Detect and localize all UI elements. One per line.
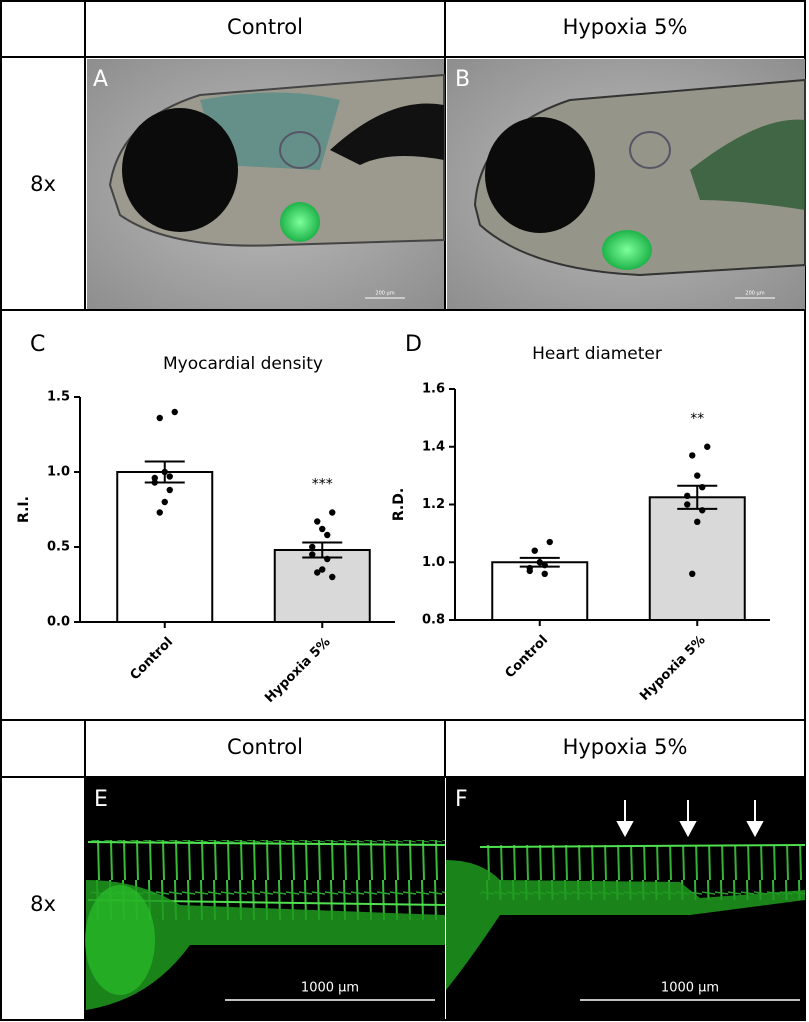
data-point xyxy=(314,569,321,576)
chart-title: Myocardial density xyxy=(163,354,323,374)
row-label: 8x xyxy=(30,172,56,196)
data-point xyxy=(324,531,331,539)
image-f xyxy=(446,778,806,1020)
panel-label: C xyxy=(30,332,45,357)
column-header: Hypoxia 5% xyxy=(563,735,688,759)
data-point xyxy=(309,551,316,558)
data-point xyxy=(151,474,158,482)
bar xyxy=(648,496,746,621)
data-point xyxy=(684,492,691,500)
error-bar xyxy=(302,541,343,559)
x-tick-label: Hypoxia 5% xyxy=(262,635,333,706)
x-tick-label: Control xyxy=(127,635,176,684)
error-bar xyxy=(144,460,185,484)
column-header: Control xyxy=(227,15,303,39)
y-tick-label: 1.0 xyxy=(422,555,445,570)
y-axis-label: R.D. xyxy=(391,488,407,521)
panel-label: B xyxy=(455,67,470,92)
column-header: Control xyxy=(227,735,303,759)
data-point xyxy=(329,509,336,516)
bar xyxy=(273,549,371,623)
y-tick-label: 1.5 xyxy=(47,390,70,405)
data-point xyxy=(166,473,173,480)
significance-label: *** xyxy=(312,477,333,493)
data-point xyxy=(309,543,316,551)
data-point xyxy=(156,509,163,516)
data-point xyxy=(161,498,168,506)
data-point xyxy=(541,570,548,577)
chart-title: Heart diameter xyxy=(532,344,662,364)
error-bar xyxy=(677,484,718,510)
y-tick-label: 1.4 xyxy=(422,439,445,454)
image-b xyxy=(447,59,806,309)
bar xyxy=(116,471,214,623)
image-e xyxy=(85,778,446,1020)
charts: C Myocardial density R.I. 0.0 0.5 1.0 1.5 Contr… xyxy=(16,332,770,706)
data-point xyxy=(319,566,326,573)
panel-label: D xyxy=(405,332,422,357)
scale-label: 200 µm xyxy=(745,291,764,297)
data-point xyxy=(171,408,178,416)
data-point xyxy=(689,570,696,577)
data-point xyxy=(704,443,711,450)
y-tick-label: 0.8 xyxy=(422,613,445,628)
x-tick-label: Control xyxy=(502,633,551,682)
panel-label: E xyxy=(94,787,108,812)
data-point xyxy=(694,472,701,479)
data-point xyxy=(314,518,321,525)
bottom-table: Control Hypoxia 5% 8x E 1000 µm F xyxy=(0,719,806,1021)
data-point xyxy=(156,414,163,422)
scale-label: 200 µm xyxy=(375,291,394,297)
data-point xyxy=(166,486,173,494)
error-bar xyxy=(519,556,560,568)
y-tick-label: 1.6 xyxy=(422,382,445,397)
data-point xyxy=(546,538,553,546)
data-point xyxy=(694,518,701,526)
y-tick-label: 0.5 xyxy=(47,540,70,555)
panel-label: A xyxy=(93,67,108,92)
data-point xyxy=(684,501,691,508)
data-point xyxy=(319,525,326,533)
data-point xyxy=(526,567,533,575)
column-header: Hypoxia 5% xyxy=(563,15,688,39)
scale-label: 1000 µm xyxy=(661,981,719,996)
y-tick-label: 0.0 xyxy=(47,615,70,630)
y-tick-label: 1.2 xyxy=(422,497,445,512)
row-label: 8x xyxy=(30,892,56,916)
image-a xyxy=(87,59,445,309)
bar xyxy=(491,561,589,621)
data-point xyxy=(531,547,538,554)
significance-label: ** xyxy=(690,411,704,427)
data-point xyxy=(329,573,336,581)
scale-label: 1000 µm xyxy=(301,981,359,996)
x-tick-label: Hypoxia 5% xyxy=(637,633,708,704)
y-axis-label: R.I. xyxy=(16,496,32,523)
data-point xyxy=(689,452,696,459)
panel-label: F xyxy=(455,787,468,812)
top-table: Control Hypoxia 5% 8x A 200 µm B 200 µm xyxy=(0,0,806,311)
y-tick-label: 1.0 xyxy=(47,465,70,480)
